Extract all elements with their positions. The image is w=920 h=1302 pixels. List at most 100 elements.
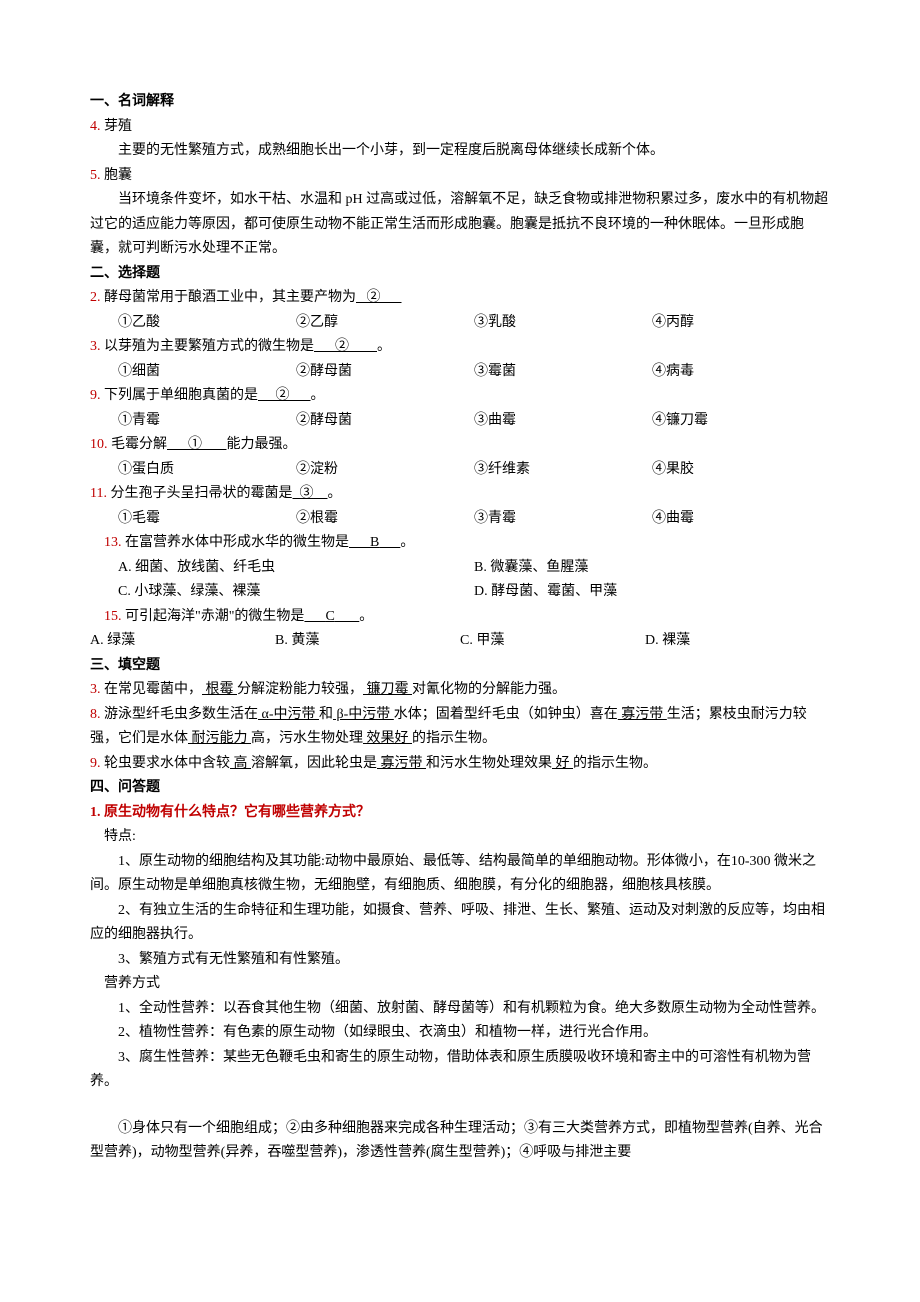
s4-nutrition1: 1、全动性营养：以吞食其他生物（细菌、放射菌、酵母菌等）和有机颗粒为食。绝大多数… xyxy=(90,997,830,1022)
q15-opt-c: C. 甲藻 xyxy=(460,629,645,654)
q2-num: 2. xyxy=(90,290,101,305)
q3-tail: 。 xyxy=(377,339,391,354)
q10-stem: 10. 毛霉分解 ① 能力最强。 xyxy=(90,433,830,458)
q13-opt-a: A. 细菌、放线菌、纤毛虫 xyxy=(118,556,474,581)
q13-opt-c: C. 小球藻、绿藻、裸藻 xyxy=(118,580,474,605)
s3-q8-p5: 高，污水生物处理 xyxy=(251,731,363,746)
s3-q9-u3: 好 xyxy=(552,756,573,771)
s3-q8-u2: β-中污带 xyxy=(333,707,394,722)
s3-q8-u1: α-中污带 xyxy=(258,707,319,722)
q11-ans: ③ xyxy=(299,486,313,501)
s3-q8-p3: 水体；固着型纤毛虫（如钟虫）喜在 xyxy=(394,707,618,722)
s3-q9-p4: 的指示生物。 xyxy=(573,756,657,771)
s3-q9-p1: 轮虫要求水体中含较 xyxy=(104,756,230,771)
q3-opt3: ③霉菌 xyxy=(474,360,652,385)
s3-q9-p3: 和污水生物处理效果 xyxy=(426,756,552,771)
section4-title: 四、问答题 xyxy=(90,776,830,801)
s3-q3-p1: 在常见霉菌中， xyxy=(104,682,202,697)
q9-stem: 9. 下列属于单细胞真菌的是 ② 。 xyxy=(90,384,830,409)
s3-q8-p2: 和 xyxy=(319,707,333,722)
q10-opt1: ①蛋白质 xyxy=(118,458,296,483)
section3-title: 三、填空题 xyxy=(90,654,830,679)
s3-q9-u1: 高 xyxy=(230,756,251,771)
q11-opt2: ②根霉 xyxy=(296,507,474,532)
q15-opt-d: D. 裸藻 xyxy=(645,629,830,654)
q10-opt2: ②淀粉 xyxy=(296,458,474,483)
q15-opt-a: A. 绿藻 xyxy=(90,629,275,654)
s3-q3-p3: 对氰化物的分解能力强。 xyxy=(412,682,566,697)
s4-nutrition3: 3、腐生性营养：某些无色鞭毛虫和寄生的原生动物，借助体表和原生质膜吸收环境和寄主… xyxy=(90,1046,830,1095)
q2-opt3: ③乳酸 xyxy=(474,311,652,336)
s4-q1-head: 1. 原生动物有什么特点？它有哪些营养方式？ xyxy=(90,801,830,826)
s4-traits-label: 特点: xyxy=(90,825,830,850)
q13-ans: B xyxy=(370,535,379,550)
s3-q3-u2: 镰刀霉 xyxy=(363,682,412,697)
q9-ans: ② xyxy=(276,388,290,403)
q15-text: 可引起海洋"赤潮"的微生物是 xyxy=(125,609,304,624)
s3-q8-p1: 游泳型纤毛虫多数生活在 xyxy=(104,707,258,722)
q2-opt1: ①乙酸 xyxy=(118,311,296,336)
q9-num: 9. xyxy=(90,388,101,403)
q13-stem: 13. 在富营养水体中形成水华的微生物是 B 。 xyxy=(90,531,830,556)
q10-num: 10. xyxy=(90,437,108,452)
s3-q3: 3. 在常见霉菌中， 根霉 分解淀粉能力较强， 镰刀霉 对氰化物的分解能力强。 xyxy=(90,678,830,703)
s3-q9-u2: 寡污带 xyxy=(377,756,426,771)
q2-text: 酵母菌常用于酿酒工业中，其主要产物为 xyxy=(104,290,356,305)
q15-opt-b: B. 黄藻 xyxy=(275,629,460,654)
s3-q8: 8. 游泳型纤毛虫多数生活在 α-中污带 和 β-中污带 水体；固着型纤毛虫（如… xyxy=(90,703,830,752)
q13-text: 在富营养水体中形成水华的微生物是 xyxy=(125,535,349,550)
q11-opts: ①毛霉 ②根霉 ③青霉 ④曲霉 xyxy=(90,507,830,532)
s3-q8-u4: 耐污能力 xyxy=(188,731,251,746)
s4-summary: ①身体只有一个细胞组成；②由多种细胞器来完成各种生理活动；③有三大类营养方式，即… xyxy=(90,1117,830,1166)
s1-item4-num: 4. xyxy=(90,119,101,134)
s4-nutrition2: 2、植物性营养：有色素的原生动物（如绿眼虫、衣滴虫）和植物一样，进行光合作用。 xyxy=(90,1021,830,1046)
s3-q8-u3: 寡污带 xyxy=(618,707,667,722)
s3-q9-p2: 溶解氧，因此轮虫是 xyxy=(251,756,377,771)
q2-opt4: ④丙醇 xyxy=(652,311,830,336)
s3-q8-num: 8. xyxy=(90,707,101,722)
q3-ans: ② xyxy=(335,339,349,354)
q9-opt2: ②酵母菌 xyxy=(296,409,474,434)
s4-trait3: 3、繁殖方式有无性繁殖和有性繁殖。 xyxy=(90,948,830,973)
s3-q3-p2: 分解淀粉能力较强， xyxy=(237,682,363,697)
q13-opt-b: B. 微囊藻、鱼腥藻 xyxy=(474,556,830,581)
q11-opt3: ③青霉 xyxy=(474,507,652,532)
q10-opts: ①蛋白质 ②淀粉 ③纤维素 ④果胶 xyxy=(90,458,830,483)
s1-item5-term: 胞囊 xyxy=(104,168,132,183)
q11-text: 分生孢子头呈扫帚状的霉菌是 xyxy=(110,486,292,501)
q15-ans: C xyxy=(325,609,334,624)
s1-item4-body: 主要的无性繁殖方式，成熟细胞长出一个小芽，到一定程度后脱离母体继续长成新个体。 xyxy=(90,139,830,164)
s4-trait2: 2、有独立生活的生命特征和生理功能，如摄食、营养、呼吸、排泄、生长、繁殖、运动及… xyxy=(90,899,830,948)
q3-opt2: ②酵母菌 xyxy=(296,360,474,385)
q15-stem: 15. 可引起海洋"赤潮"的微生物是 C 。 xyxy=(90,605,830,630)
q11-stem: 11. 分生孢子头呈扫帚状的霉菌是 ③ 。 xyxy=(90,482,830,507)
q3-opt1: ①细菌 xyxy=(118,360,296,385)
q3-stem: 3. 以芽殖为主要繁殖方式的微生物是 ② 。 xyxy=(90,335,830,360)
q13-opt-d: D. 酵母菌、霉菌、甲藻 xyxy=(474,580,830,605)
q10-ans: ① xyxy=(188,437,202,452)
q11-num: 11. xyxy=(90,486,107,501)
blank-gap xyxy=(90,1095,830,1117)
q9-opts: ①青霉 ②酵母菌 ③曲霉 ④镰刀霉 xyxy=(90,409,830,434)
q9-opt1: ①青霉 xyxy=(118,409,296,434)
q2-stem: 2. 酵母菌常用于酿酒工业中，其主要产物为 ② xyxy=(90,286,830,311)
q9-text: 下列属于单细胞真菌的是 xyxy=(104,388,258,403)
q15-tail: 。 xyxy=(359,609,373,624)
s1-item5-head: 5. 胞囊 xyxy=(90,164,830,189)
q9-opt3: ③曲霉 xyxy=(474,409,652,434)
s3-q3-num: 3. xyxy=(90,682,101,697)
s1-item4-head: 4. 芽殖 xyxy=(90,115,830,140)
q11-opt1: ①毛霉 xyxy=(118,507,296,532)
s4-q1-question: 原生动物有什么特点？它有哪些营养方式？ xyxy=(104,805,370,820)
q11-tail: 。 xyxy=(327,486,341,501)
q3-opt4: ④病毒 xyxy=(652,360,830,385)
s4-nutrition-label: 营养方式 xyxy=(90,972,830,997)
q3-opts: ①细菌 ②酵母菌 ③霉菌 ④病毒 xyxy=(90,360,830,385)
q13-opts: A. 细菌、放线菌、纤毛虫 B. 微囊藻、鱼腥藻 C. 小球藻、绿藻、裸藻 D.… xyxy=(90,556,830,605)
q3-text: 以芽殖为主要繁殖方式的微生物是 xyxy=(104,339,314,354)
s4-q1-num: 1. xyxy=(90,805,101,820)
q10-text-b: 能力最强。 xyxy=(227,437,297,452)
q9-tail: 。 xyxy=(311,388,325,403)
s1-item5-body: 当环境条件变坏，如水干枯、水温和 pH 过高或过低，溶解氧不足，缺乏食物或排泄物… xyxy=(90,188,830,262)
q11-opt4: ④曲霉 xyxy=(652,507,830,532)
